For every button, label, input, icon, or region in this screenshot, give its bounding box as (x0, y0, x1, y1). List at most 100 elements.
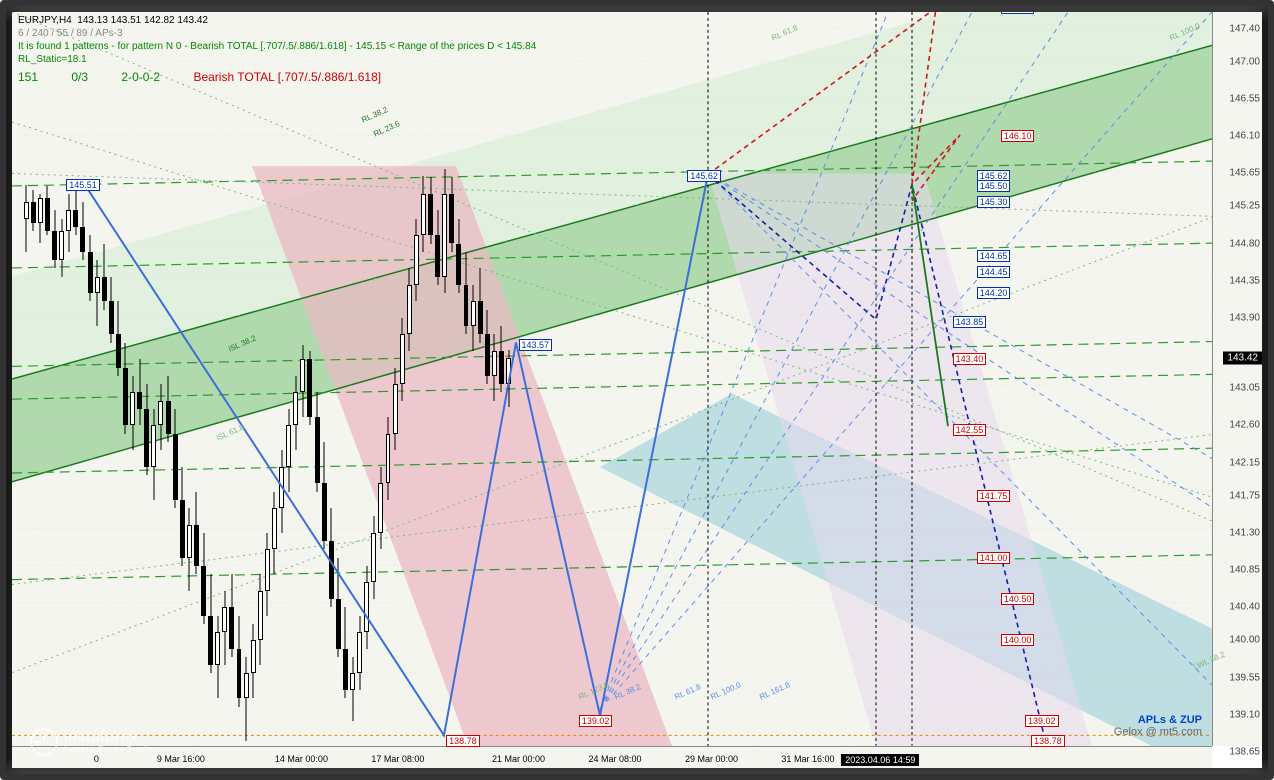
symbol-ohlc: EURJPY,H4 143.13 143.51 142.82 143.42 (18, 14, 536, 27)
rl-static-text: RL_Static=18.1 (18, 53, 536, 66)
price-level-label: 143.85 (953, 316, 987, 328)
candle (428, 177, 433, 243)
price-tick: 147.00 (1229, 56, 1260, 67)
price-level-label: 144.45 (977, 266, 1011, 278)
price-level-label: 141.00 (977, 552, 1011, 564)
indicator-val-2: 0/3 (71, 70, 88, 84)
price-tick: 145.65 (1229, 168, 1260, 179)
time-axis: 2023.04.06 14:59 09 Mar 16:0014 Mar 00:0… (12, 746, 1212, 768)
price-tick: 146.10 (1229, 131, 1260, 142)
brand-title: APLs & ZUP (1114, 714, 1202, 726)
candle (329, 508, 334, 607)
candle (485, 310, 490, 384)
price-tick: 138.65 (1229, 747, 1260, 758)
candle (244, 657, 249, 741)
candle (400, 318, 405, 401)
time-tick: 29 Mar 00:00 (685, 754, 738, 764)
pattern-found-text: It is found 1 patterns - for pattern N 0… (18, 40, 536, 53)
candle (286, 409, 291, 492)
price-tick: 141.75 (1229, 490, 1260, 501)
price-axis: 143.42 147.40147.00146.55146.10145.65145… (1212, 12, 1262, 746)
price-tick: 147.40 (1229, 23, 1260, 34)
candle (492, 334, 497, 400)
candle (95, 260, 100, 326)
indicator-params: 6 / 240 / 55 / 89 / APs-3 (18, 27, 536, 40)
candle (386, 417, 391, 500)
candle (478, 268, 483, 342)
price-tick: 143.05 (1229, 383, 1260, 394)
retracement-label: RL 38.2 (613, 682, 642, 702)
price-tick: 139.10 (1229, 709, 1260, 720)
candle (421, 176, 426, 252)
brand-subtitle: Gelox @ mt5.com (1114, 726, 1202, 738)
price-tick: 142.15 (1229, 457, 1260, 468)
time-tick: 31 Mar 16:00 (781, 754, 834, 764)
chart-header-info: EURJPY,H4 143.13 143.51 142.82 143.42 6 … (18, 14, 536, 66)
price-tick: 141.30 (1229, 527, 1260, 538)
candle (137, 359, 142, 425)
candle (52, 210, 57, 268)
price-level-label: 140.00 (1001, 634, 1035, 646)
candle (378, 467, 383, 550)
retracement-label: RL 61.8 (673, 682, 702, 702)
candle (272, 492, 277, 575)
price-level-label: 140.50 (1001, 593, 1035, 605)
candle (414, 219, 419, 302)
candle (109, 277, 114, 343)
candle (66, 194, 71, 252)
retracement-label: iSL 61.8 (215, 422, 245, 442)
candle (73, 186, 78, 236)
candle (123, 343, 128, 434)
candle (393, 368, 398, 451)
candle (464, 252, 469, 335)
price-level-label: 141.75 (977, 490, 1011, 502)
price-level-label: 138.78 (446, 735, 480, 747)
candle (364, 566, 369, 649)
retracement-label: RL 38.2 (360, 105, 389, 125)
candle (194, 492, 199, 575)
candle (258, 574, 263, 665)
price-level-label: 144.65 (977, 250, 1011, 262)
candle (229, 574, 234, 657)
retracement-label: RL 100.0 (1168, 21, 1201, 42)
price-level-label: 139.02 (1025, 715, 1059, 727)
time-tick: 21 Mar 00:00 (492, 754, 545, 764)
retracement-label: RL 61.8 (770, 23, 799, 43)
current-time-marker: 2023.04.06 14:59 (841, 754, 919, 766)
candle (336, 558, 341, 657)
price-tick: 140.40 (1229, 602, 1260, 613)
candle (151, 409, 156, 500)
indicator-val-1: 151 (18, 70, 38, 84)
price-tick: 143.90 (1229, 312, 1260, 323)
candle (80, 202, 85, 260)
candle (38, 194, 43, 244)
watermark-main: instaforex (64, 730, 161, 746)
candle (315, 392, 320, 491)
price-level-label: 144.20 (977, 287, 1011, 299)
candle (237, 616, 242, 707)
current-price-marker: 143.42 (1223, 351, 1262, 364)
watermark-text: instaforex Instant Forex Trading (64, 730, 161, 754)
candle (102, 244, 107, 310)
price-tick: 146.55 (1229, 93, 1260, 104)
time-tick: 24 Mar 08:00 (588, 754, 641, 764)
price-level-label: 138.78 (1031, 735, 1065, 747)
indicator-val-3: 2-0-0-2 (121, 70, 160, 84)
price-level-label: 145.51 (66, 179, 100, 191)
indicator-row: 151 0/3 2-0-0-2 Bearish TOTAL [.707/.5/.… (18, 70, 381, 84)
price-level-label: 147.65 (1001, 12, 1035, 14)
candle (88, 235, 93, 301)
price-tick: 144.80 (1229, 238, 1260, 249)
chart-plot-area[interactable]: 145.51138.78143.57139.02145.62147.65146.… (12, 12, 1212, 746)
price-tick: 140.00 (1229, 635, 1260, 646)
candle (187, 508, 192, 591)
candle (166, 376, 171, 442)
indicator-brand: APLs & ZUP Gelox @ mt5.com (1114, 714, 1202, 738)
candle (407, 268, 412, 351)
time-tick: 17 Mar 08:00 (371, 754, 424, 764)
retracement-label: RL 23.6 (372, 119, 401, 139)
candle (158, 384, 163, 450)
candle (442, 169, 447, 293)
candle (144, 384, 149, 475)
candle (265, 533, 270, 616)
